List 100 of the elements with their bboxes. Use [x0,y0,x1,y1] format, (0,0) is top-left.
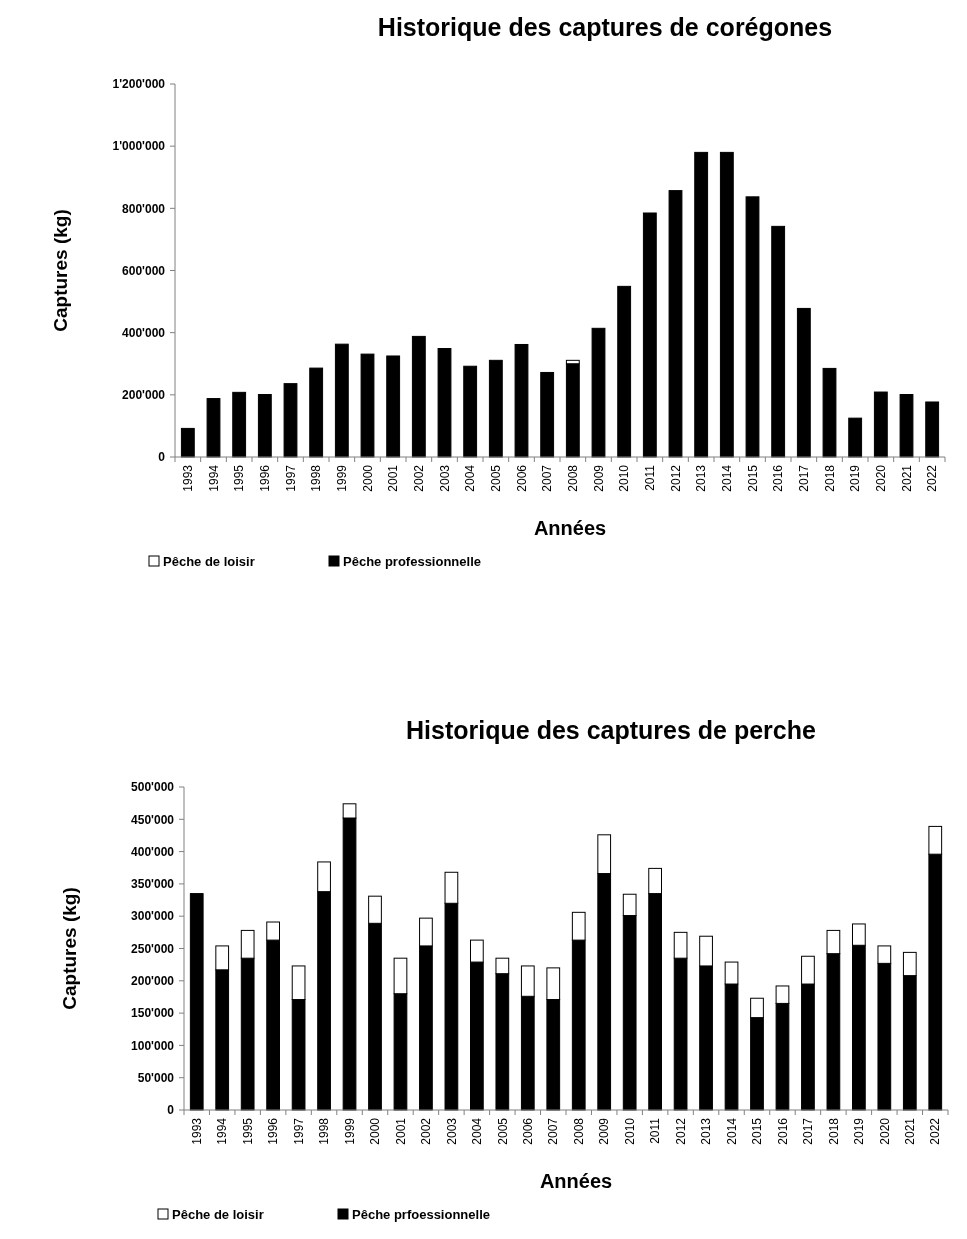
x-tick-label: 2019 [848,464,863,492]
x-tick-label: 1998 [309,464,324,492]
x-tick-label: 2021 [903,1117,917,1145]
x-tick-label: 2017 [801,1117,816,1145]
x-tick-label: 2020 [877,1117,892,1145]
x-tick-label: 2015 [745,464,760,492]
chart-title: Historique des captures de corégones [377,13,833,41]
x-tick-label: 2012 [673,1117,688,1145]
y-tick-label: 600'000 [122,263,166,278]
x-tick-label: 2005 [489,464,504,492]
legend-label: Pêche de loisir [172,1206,264,1222]
x-tick-label: 2019 [852,1117,867,1145]
x-tick-label: 2003 [444,1117,459,1145]
x-tick-label: 2000 [360,464,375,492]
bar [309,367,324,458]
y-tick-label: 150'000 [131,1006,175,1021]
x-tick-label: 2010 [622,1117,637,1145]
bar [848,417,863,458]
bar [822,367,837,458]
y-axis-title: Captures (kg) [49,209,71,332]
x-tick-label: 2003 [437,464,452,492]
bar [437,348,452,458]
bar [189,893,204,1111]
bar [334,343,349,458]
bar [540,371,555,458]
x-tick-label: 1995 [232,464,247,492]
y-tick-label: 800'000 [122,201,166,216]
x-tick-label: 2021 [899,464,914,492]
bar [488,359,503,458]
x-tick-label: 2006 [514,464,529,492]
bar [591,327,606,458]
x-tick-label: 1993 [189,1117,204,1145]
bar [771,225,786,458]
y-tick-label: 350'000 [131,877,175,892]
bar [514,343,529,458]
x-tick-label: 2002 [419,1117,434,1145]
x-tick-label: 1993 [181,464,196,492]
bar [565,363,580,458]
x-axis-title: Années [533,517,607,539]
y-tick-label: 100'000 [131,1038,175,1053]
bar [925,401,940,458]
x-tick-label: 2009 [597,1117,612,1145]
y-tick-label: 0 [158,450,166,465]
y-axis-title: Captures (kg) [58,887,80,1010]
bar [180,427,195,458]
bar [360,353,375,458]
y-tick-label: 400'000 [131,844,175,859]
x-tick-label: 1999 [342,1117,357,1145]
bar [386,355,401,458]
x-tick-label: 2004 [470,1117,485,1145]
bar [796,307,811,458]
legend-label: Pêche de loisir [163,553,255,569]
bar [899,394,914,458]
x-tick-label: 2011 [643,464,658,491]
bar [463,365,478,458]
x-tick-label: 2017 [797,464,812,492]
x-tick-label: 2001 [393,1117,408,1145]
x-tick-label: 2004 [463,464,478,492]
bar [257,394,272,458]
x-axis-title: Années [539,1170,613,1192]
x-tick-label: 2007 [546,1117,561,1145]
x-tick-label: 1996 [258,464,273,492]
y-tick-label: 200'000 [122,388,166,403]
x-tick-label: 2014 [720,464,735,492]
bar [642,212,657,458]
x-tick-label: 2014 [724,1117,739,1145]
y-tick-label: 0 [167,1103,175,1118]
x-tick-label: 2001 [386,464,401,492]
y-tick-label: 1'200'000 [112,77,166,92]
x-tick-label: 2018 [826,1117,841,1145]
y-tick-label: 50'000 [137,1070,175,1085]
bar [411,335,426,458]
x-tick-label: 2007 [540,464,555,492]
x-tick-label: 2016 [775,1117,790,1145]
y-tick-label: 200'000 [131,974,175,988]
legend-label: Pêche professionnelle [343,553,481,569]
x-tick-label: 1999 [335,464,350,492]
chart-title: Historique des captures de perche [406,716,817,744]
x-tick-label: 2006 [521,1117,535,1145]
x-tick-label: 1998 [317,1117,332,1145]
x-tick-label: 1997 [291,1117,306,1145]
x-tick-label: 2020 [874,464,889,492]
y-tick-label: 450'000 [131,812,175,827]
y-tick-label: 500'000 [131,780,175,795]
x-tick-label: 2008 [571,1117,586,1145]
x-tick-label: 2009 [591,464,606,492]
x-tick-label: 2015 [750,1117,765,1145]
x-tick-label: 1994 [206,464,221,492]
x-tick-label: 2002 [412,464,427,492]
y-tick-label: 250'000 [131,941,175,956]
y-tick-label: 400'000 [122,325,166,340]
x-tick-label: 2016 [771,464,786,492]
x-tick-label: 1996 [266,1117,281,1145]
bar [617,285,632,458]
x-tick-label: 2005 [495,1117,510,1145]
bar [668,190,683,458]
x-tick-label: 2011 [648,1117,663,1144]
x-tick-label: 2000 [368,1117,383,1145]
x-tick-label: 2010 [617,464,632,492]
bar [694,151,709,458]
